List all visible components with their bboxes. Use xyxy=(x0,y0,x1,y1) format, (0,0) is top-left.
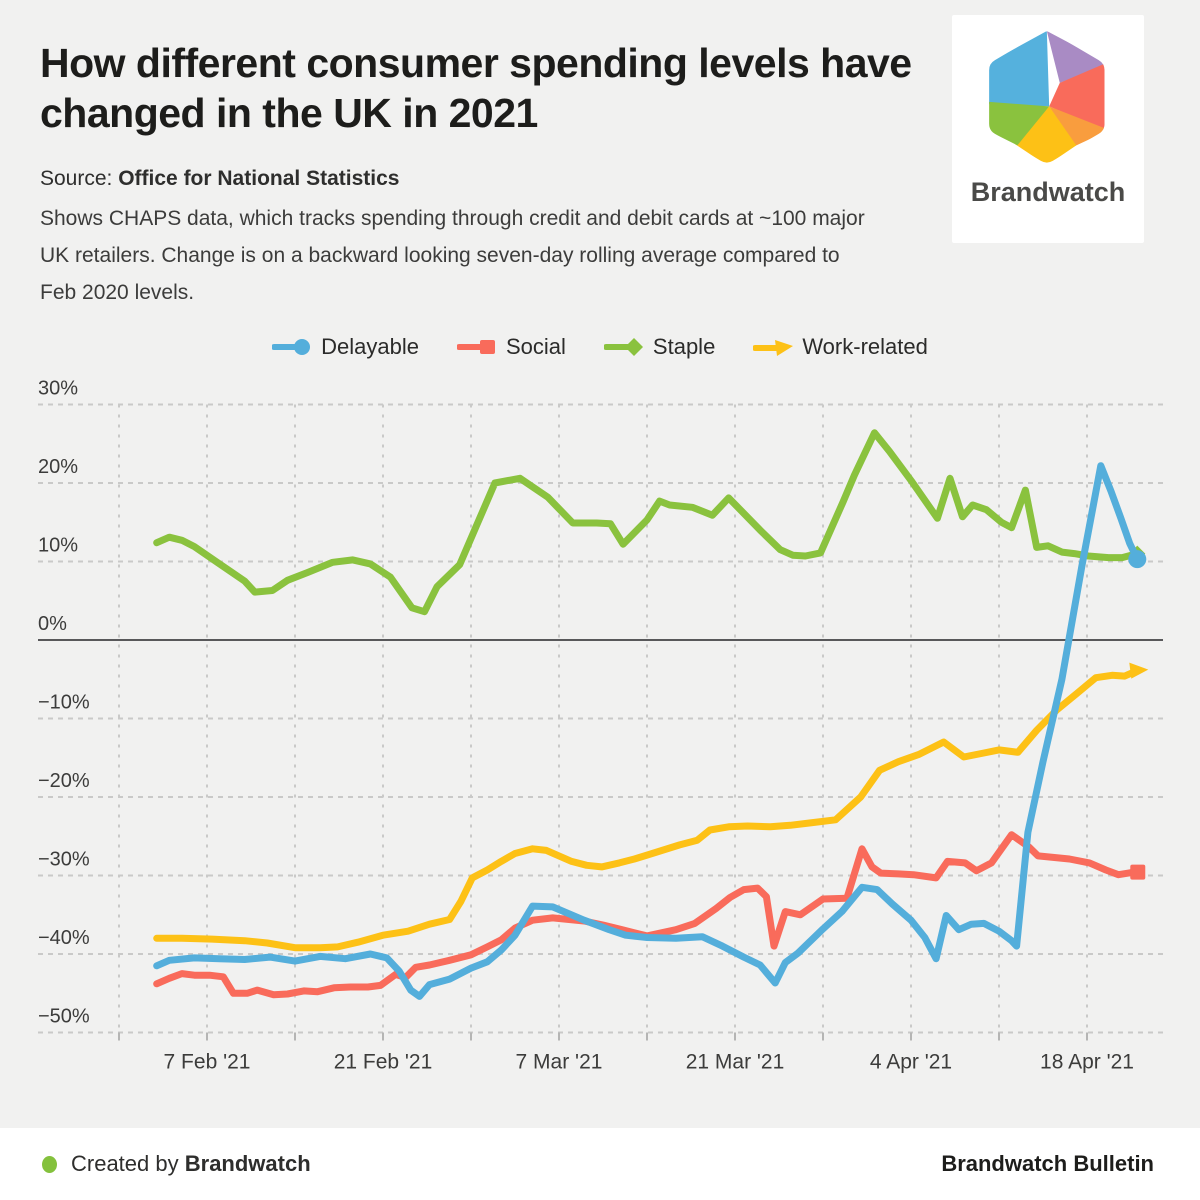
y-axis-tick-label: −50% xyxy=(38,1006,90,1028)
x-axis-tick-label: 4 Apr '21 xyxy=(870,1051,952,1074)
y-axis-tick-label: 20% xyxy=(38,456,78,478)
created-by-name: Brandwatch xyxy=(184,1151,311,1176)
series-line-delayable xyxy=(153,462,1141,1000)
delayable-line-circle-icon xyxy=(272,339,311,355)
series-line-social xyxy=(153,831,1141,999)
source-label: Source: xyxy=(40,167,113,190)
footer-bar: Created by Brandwatch Brandwatch Bulleti… xyxy=(0,1128,1200,1200)
series-line-staple xyxy=(153,429,1141,616)
y-axis-tick-label: −40% xyxy=(38,927,90,949)
x-axis-tick-label: 7 Feb '21 xyxy=(164,1051,251,1074)
legend-label: Delayable xyxy=(321,334,419,359)
x-axis-tick-label: 18 Apr '21 xyxy=(1040,1051,1134,1074)
series-end-marker-square xyxy=(1130,864,1146,880)
chart-legend: Delayable Social Staple Work-related xyxy=(0,330,1200,364)
legend-item-social: Social xyxy=(457,334,566,360)
y-axis-tick-label: 30% xyxy=(38,378,78,400)
y-axis-tick-label: 10% xyxy=(38,535,78,557)
series-end-marker-circle xyxy=(1128,550,1147,569)
footer-bulletin-label: Brandwatch Bulletin xyxy=(941,1151,1154,1176)
brandwatch-logo-card: Brandwatch xyxy=(952,15,1144,243)
series-end-marker-triangle xyxy=(1129,662,1149,679)
social-line-square-icon xyxy=(457,340,495,354)
legend-item-delayable: Delayable xyxy=(272,334,419,360)
legend-label: Work-related xyxy=(802,334,928,359)
series-line-work-related xyxy=(153,667,1141,952)
legend-label: Social xyxy=(506,334,566,359)
page-title: How different consumer spending levels h… xyxy=(40,40,912,136)
work-related-line-triangle-icon xyxy=(753,340,794,356)
x-axis-tick-label: 21 Mar '21 xyxy=(686,1051,785,1074)
staple-line-diamond-icon xyxy=(603,338,643,356)
x-axis-tick-label: 21 Feb '21 xyxy=(334,1051,433,1074)
footer-credit: Created by Brandwatch xyxy=(42,1151,311,1177)
source-line: Source: Office for National Statistics xyxy=(40,167,399,191)
chart-description: Shows CHAPS data, which tracks spending … xyxy=(40,207,865,304)
y-axis-tick-label: −10% xyxy=(38,692,90,714)
y-axis-tick-label: −30% xyxy=(38,849,90,871)
created-by-label: Created by xyxy=(71,1151,179,1176)
brandwatch-wordmark: Brandwatch xyxy=(970,177,1126,207)
y-axis-tick-label: −20% xyxy=(38,770,90,792)
y-axis-tick-label: 0% xyxy=(38,613,67,635)
brandwatch-hexagon-icon xyxy=(989,31,1105,163)
source-name: Office for National Statistics xyxy=(118,167,400,190)
x-axis-tick-label: 7 Mar '21 xyxy=(516,1051,603,1074)
legend-label: Staple xyxy=(652,334,716,359)
green-dot-icon xyxy=(42,1155,57,1173)
legend-item-work-related: Work-related xyxy=(753,334,928,360)
legend-item-staple: Staple xyxy=(603,334,716,360)
